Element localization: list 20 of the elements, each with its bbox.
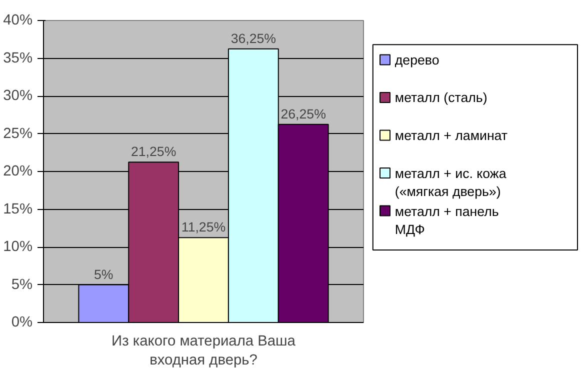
legend-label: металл + ламинат: [394, 128, 508, 143]
y-tick-label: 25%: [3, 126, 33, 142]
data-label: 36,25%: [230, 30, 276, 46]
data-label: 21,25%: [130, 144, 176, 160]
y-tick-label: 20%: [3, 164, 33, 180]
y-tick-label: 10%: [3, 239, 33, 255]
y-tick-label: 0%: [11, 314, 33, 330]
y-tick-label: 15%: [3, 201, 33, 218]
y-tick-label: 5%: [11, 276, 33, 293]
y-tick-label: 40%: [3, 12, 33, 28]
legend-label: дерево: [394, 52, 440, 68]
data-label: 11,25%: [181, 220, 226, 235]
y-tick-label: 35%: [3, 50, 33, 66]
x-tick-label: Из какого материала Ваша входная дверь?: [112, 334, 296, 369]
legend-label: металл + ис. кожа («мягкая дверь»): [394, 166, 507, 200]
data-label: 5%: [94, 266, 114, 282]
data-label: 26,25%: [280, 106, 326, 122]
y-tick-label: 30%: [3, 88, 33, 104]
legend-label: металл (сталь): [394, 90, 488, 106]
legend-label: металл + панель МДФ: [394, 204, 499, 237]
